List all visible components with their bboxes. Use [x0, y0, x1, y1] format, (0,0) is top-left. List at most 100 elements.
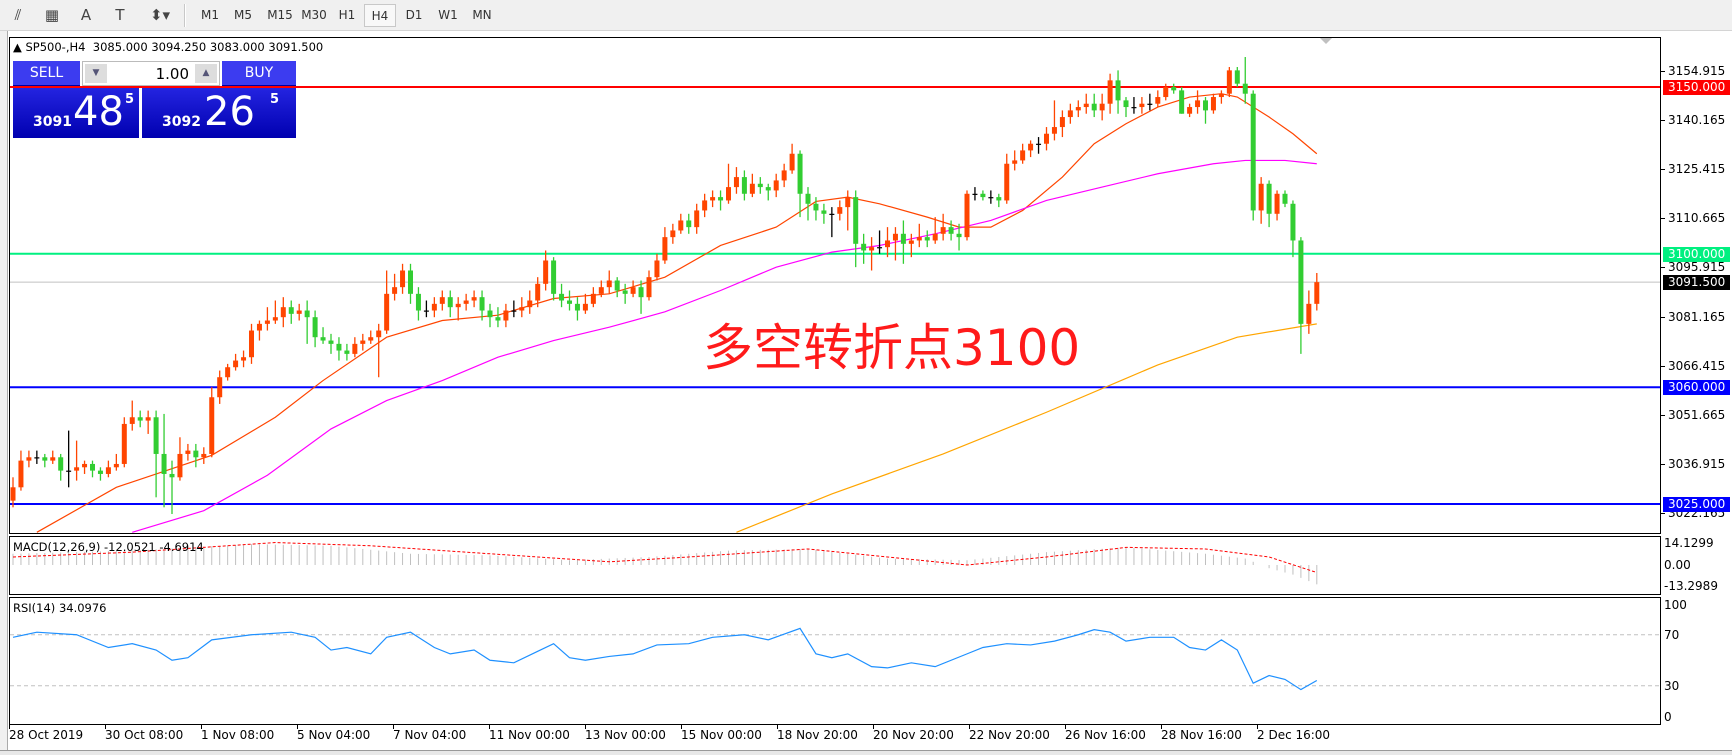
candle-body	[384, 293, 390, 331]
level-price-label[interactable]: 3150.000	[1663, 80, 1730, 96]
rsi-line	[12, 627, 1318, 691]
sell-price-prefix: 3091	[33, 114, 72, 130]
time-axis-tick	[777, 725, 778, 729]
collapse-triangle-icon[interactable]: ▲	[13, 40, 26, 54]
arrows-dropdown-icon[interactable]: ⬍▾	[149, 6, 171, 24]
candle-body	[1250, 93, 1256, 211]
timeframe-d1[interactable]: D1	[405, 8, 423, 22]
text-label-icon[interactable]: T	[115, 6, 125, 24]
time-axis-tick	[681, 725, 682, 729]
candle-body	[781, 170, 787, 181]
level-price-label[interactable]: 3060.000	[1663, 380, 1730, 396]
timeframe-m15[interactable]: M15	[267, 8, 293, 22]
ohlc-open: 3085.000	[92, 40, 148, 54]
candle-body	[161, 453, 167, 474]
sell-price[interactable]: 3091 48 5	[13, 88, 139, 138]
candle-body	[574, 303, 580, 311]
text-icon[interactable]: A	[80, 6, 92, 24]
chart-header: ▲ SP500-,H4 3085.000 3094.250 3083.000 3…	[13, 40, 323, 54]
lot-size-stepper[interactable]: ▼ 1.00 ▲	[82, 61, 220, 86]
candle-body	[932, 233, 938, 241]
timeframe-h1[interactable]: H1	[338, 8, 356, 22]
candle-body	[646, 277, 652, 298]
candle-body	[50, 457, 56, 461]
timeframe-h4[interactable]: H4	[364, 4, 396, 27]
candle-body	[996, 197, 1002, 201]
price-axis-label: 3140.165	[1668, 112, 1726, 127]
candle-body	[1059, 117, 1065, 128]
time-axis-label: 13 Nov 00:00	[585, 728, 666, 742]
price-axis-tick	[1661, 365, 1665, 367]
time-axis-label: 7 Nov 04:00	[393, 728, 467, 742]
candle-body	[90, 463, 95, 471]
candle-body	[471, 297, 477, 301]
annotation-text[interactable]: 多空转折点3100	[703, 319, 1081, 377]
candle-body	[34, 457, 40, 459]
macd-axis-max: 14.1299	[1664, 536, 1714, 550]
sell-button[interactable]: SELL	[13, 61, 80, 86]
candle-body	[376, 330, 382, 338]
level-price-label[interactable]: 3100.000	[1663, 246, 1730, 262]
rsi-axis-100: 100	[1664, 598, 1687, 612]
buy-button[interactable]: BUY	[222, 61, 296, 86]
candle-body	[702, 200, 708, 211]
time-axis-label: 28 Nov 16:00	[1161, 728, 1242, 742]
price-chart[interactable]	[9, 37, 1661, 534]
rsi-axis-0: 0	[1664, 710, 1672, 724]
lot-size-input[interactable]: 1.00	[155, 65, 189, 83]
buy-price[interactable]: 3092 26 5	[142, 88, 296, 138]
candle-body	[121, 423, 127, 464]
time-axis-tick	[297, 725, 298, 729]
candle-body	[328, 340, 334, 344]
time-axis-label: 5 Nov 04:00	[297, 728, 371, 742]
candle-body	[272, 317, 278, 321]
candle-body	[543, 260, 549, 284]
candle-body	[129, 417, 135, 424]
candle-body	[113, 463, 119, 468]
buy-price-pips: 26	[204, 89, 255, 135]
ohlc-low: 3083.000	[209, 40, 265, 54]
timeframe-m5[interactable]: M5	[234, 8, 252, 22]
timeframe-mn[interactable]: MN	[472, 8, 492, 22]
candle-body	[479, 297, 485, 311]
price-axis-label: 3154.915	[1668, 63, 1726, 78]
candle-body	[368, 337, 374, 341]
moving-average-mid	[132, 159, 1317, 533]
candle-body	[559, 293, 565, 301]
price-axis-tick	[1661, 316, 1665, 318]
candle-body	[1258, 183, 1264, 211]
level-price-label[interactable]: 3025.000	[1663, 496, 1730, 512]
price-axis-tick	[1661, 218, 1665, 220]
candle-body	[606, 280, 612, 288]
candle-body	[988, 197, 994, 199]
candle-body	[1306, 303, 1312, 324]
candle-body	[980, 193, 986, 198]
candle-body	[797, 153, 803, 194]
candle-body	[630, 287, 636, 294]
time-axis-label: 20 Nov 20:00	[873, 728, 954, 742]
timeframe-m1[interactable]: M1	[201, 8, 219, 22]
rsi-panel[interactable]	[9, 597, 1661, 725]
time-axis-label: 18 Nov 20:00	[777, 728, 858, 742]
moving-average-slow	[736, 323, 1317, 533]
timeframe-m30[interactable]: M30	[301, 8, 327, 22]
candle-body	[352, 343, 358, 354]
time-axis-label: 2 Dec 16:00	[1257, 728, 1331, 742]
candle-body	[1115, 80, 1121, 101]
price-axis-label: 3081.165	[1668, 309, 1726, 324]
candle-body	[145, 417, 151, 421]
macd-panel[interactable]	[9, 536, 1661, 595]
fibonacci-levels-icon[interactable]: ▦	[44, 6, 60, 24]
candle-body	[694, 210, 700, 228]
time-axis-tick	[1065, 725, 1066, 729]
fibonacci-fan-icon[interactable]: ⫽	[14, 6, 22, 24]
candle-body	[654, 260, 660, 278]
chart-tabs-bar[interactable]	[0, 750, 1732, 755]
macd-axis-min: -13.2989	[1664, 579, 1718, 593]
candle-body	[288, 307, 294, 314]
timeframe-w1[interactable]: W1	[438, 8, 458, 22]
lot-increase-button[interactable]: ▲	[195, 64, 217, 83]
candle-body	[296, 310, 302, 314]
lot-decrease-button[interactable]: ▼	[85, 64, 107, 83]
